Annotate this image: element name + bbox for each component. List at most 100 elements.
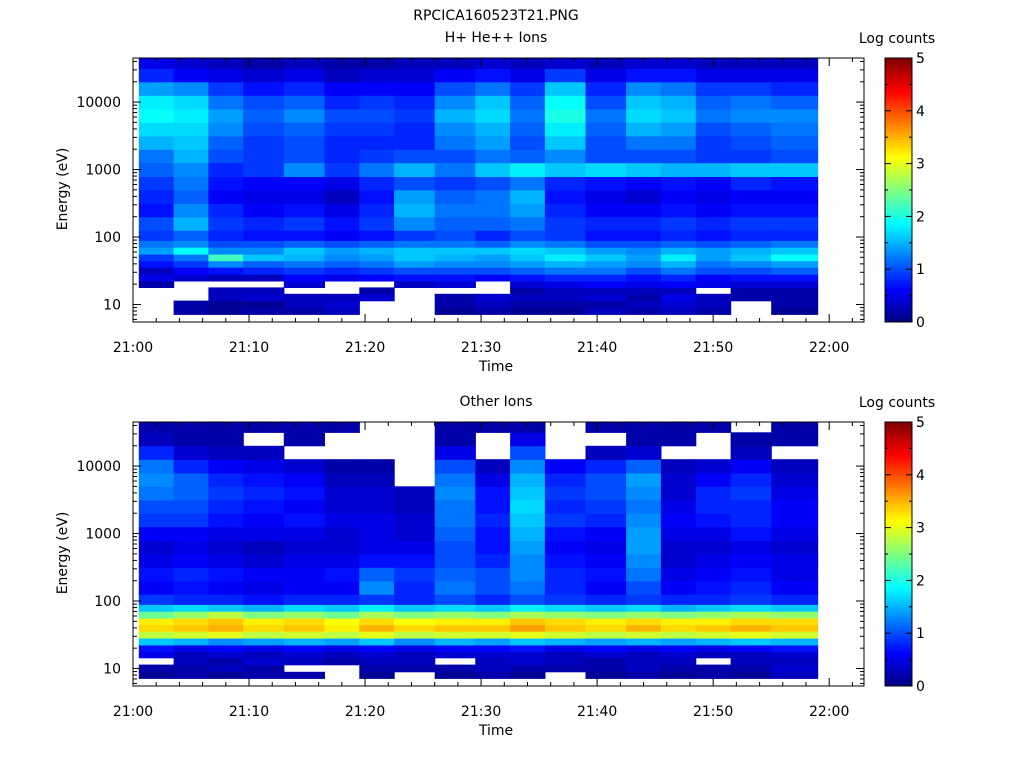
colorbar-segment bbox=[885, 126, 912, 130]
spectrogram-cell bbox=[626, 432, 662, 447]
colorbar-segment bbox=[885, 108, 912, 112]
spectrogram-cell bbox=[510, 240, 546, 248]
spectrogram-cell bbox=[626, 671, 662, 679]
spectrogram-cell bbox=[626, 594, 662, 605]
colorbar-segment bbox=[885, 168, 912, 172]
spectrogram-cell bbox=[730, 638, 772, 646]
spectrogram-cell bbox=[544, 459, 587, 474]
spectrogram-cell bbox=[626, 604, 662, 612]
spectrogram-cell bbox=[243, 671, 285, 679]
spectrogram-cell bbox=[283, 651, 325, 659]
spectrogram-cell bbox=[660, 81, 697, 96]
spectrogram-cell bbox=[324, 567, 360, 582]
colorbar-segment bbox=[885, 197, 912, 201]
spectrogram-cell bbox=[626, 253, 662, 262]
colorbar-segment bbox=[885, 316, 912, 320]
spectrogram-cell bbox=[243, 486, 285, 501]
spectrogram-cell bbox=[208, 657, 244, 666]
x-tick-label: 21:50 bbox=[693, 704, 733, 720]
spectrogram-cell bbox=[544, 499, 587, 514]
spectrogram-cell bbox=[695, 499, 732, 514]
colorbar-segment bbox=[885, 443, 912, 447]
spectrogram-cell bbox=[626, 540, 662, 555]
spectrogram-cell bbox=[173, 260, 209, 268]
spectrogram-cell bbox=[173, 540, 209, 555]
spectrogram-cell bbox=[544, 472, 587, 487]
spectrogram-cell bbox=[660, 486, 697, 501]
spectrogram-cell bbox=[173, 472, 209, 487]
spectrogram-cell bbox=[660, 513, 697, 528]
spectrogram-cell bbox=[208, 432, 244, 447]
spectrogram-cell bbox=[475, 664, 511, 673]
spectrogram-cell bbox=[510, 567, 546, 582]
spectrogram-cell bbox=[434, 162, 476, 177]
spectrogram-cell bbox=[771, 526, 819, 541]
spectrogram-cell bbox=[173, 638, 209, 646]
spectrogram-cell bbox=[208, 81, 244, 96]
spectrogram-cell bbox=[475, 162, 511, 177]
spectrogram-cell bbox=[585, 216, 627, 231]
spectrogram-cell bbox=[324, 135, 360, 150]
spectrogram-cell bbox=[283, 422, 325, 433]
spectrogram-cell bbox=[208, 617, 244, 626]
spectrogram-cell bbox=[585, 122, 627, 137]
colorbar-segment bbox=[885, 137, 912, 141]
colorbar-tick-label: 5 bbox=[916, 51, 925, 67]
spectrogram-cell bbox=[626, 631, 662, 639]
spectrogram-cell bbox=[510, 580, 546, 595]
spectrogram-cell bbox=[510, 499, 546, 514]
figure-title: RPCICA160523T21.PNG bbox=[413, 8, 578, 24]
spectrogram-cell bbox=[475, 81, 511, 96]
spectrogram-cell bbox=[173, 664, 209, 673]
colorbar-segment bbox=[885, 451, 912, 455]
spectrogram-cell bbox=[434, 624, 476, 632]
colorbar-segment bbox=[885, 71, 912, 75]
spectrogram-cell bbox=[434, 664, 476, 673]
spectrogram-cell bbox=[324, 580, 360, 595]
spectrogram-cell bbox=[510, 122, 546, 137]
colorbar-segment bbox=[885, 79, 912, 83]
colorbar-segment bbox=[885, 675, 912, 679]
spectrogram-cell bbox=[475, 274, 511, 282]
spectrogram-cell bbox=[434, 671, 476, 679]
spectrogram-cell bbox=[544, 176, 587, 191]
spectrogram-cell bbox=[660, 671, 697, 679]
spectrogram-cell bbox=[243, 274, 285, 282]
spectrogram-cell bbox=[585, 638, 627, 646]
colorbar-segment bbox=[885, 84, 912, 88]
colorbar: 0 1 2 3 4 5 bbox=[884, 415, 925, 695]
spectrogram-cell bbox=[359, 108, 395, 123]
spectrogram-cell bbox=[585, 631, 627, 639]
spectrogram-cell bbox=[434, 644, 476, 652]
spectrogram-cell bbox=[394, 567, 436, 582]
colorbar-segment bbox=[885, 229, 912, 233]
colorbar-segment bbox=[885, 530, 912, 534]
spectrogram-cell bbox=[510, 189, 546, 204]
spectrogram-cell bbox=[730, 253, 772, 262]
spectrogram-cell bbox=[771, 300, 819, 309]
spectrogram-cell bbox=[544, 203, 587, 218]
colorbar-segment bbox=[885, 290, 912, 294]
spectrogram-cell bbox=[434, 68, 476, 83]
spectrogram-cell bbox=[138, 553, 175, 568]
spectrogram-cell bbox=[243, 230, 285, 241]
spectrogram-cell bbox=[475, 247, 511, 255]
spectrogram-cell bbox=[359, 216, 395, 231]
spectrogram-cell bbox=[394, 95, 436, 110]
colorbar-segment bbox=[885, 266, 912, 270]
spectrogram-cell bbox=[771, 638, 819, 646]
spectrogram-cell bbox=[283, 526, 325, 541]
spectrogram-cell bbox=[359, 594, 395, 605]
spectrogram-cell bbox=[660, 567, 697, 582]
colorbar-segment bbox=[885, 432, 912, 436]
spectrogram-cell bbox=[173, 611, 209, 619]
spectrogram-cell bbox=[394, 81, 436, 96]
spectrogram-cell bbox=[544, 230, 587, 241]
colorbar-label: Log counts bbox=[859, 395, 935, 411]
spectrogram-cell bbox=[243, 95, 285, 110]
spectrogram-cell bbox=[243, 162, 285, 177]
colorbar-segment bbox=[885, 546, 912, 550]
spectrogram-cell bbox=[394, 499, 436, 514]
spectrogram-cell bbox=[173, 432, 209, 447]
spectrogram-cell bbox=[173, 189, 209, 204]
